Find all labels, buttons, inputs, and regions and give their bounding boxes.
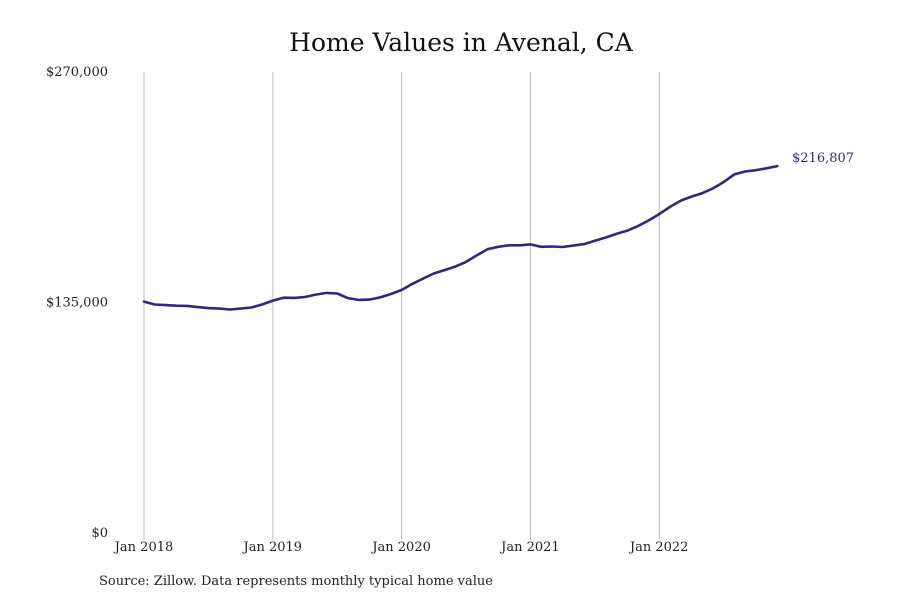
chart-title: Home Values in Avenal, CA bbox=[289, 28, 634, 57]
end-value-label: $216,807 bbox=[792, 151, 854, 166]
x-tick-label: Jan 2022 bbox=[628, 540, 689, 555]
y-tick-label: $270,000 bbox=[46, 65, 108, 80]
series-line bbox=[142, 164, 779, 311]
y-tick-label: $135,000 bbox=[46, 296, 108, 311]
x-tick-label: Jan 2018 bbox=[113, 540, 174, 555]
x-axis-ticks: Jan 2018 Jan 2019 Jan 2020 Jan 2021 Jan 2022 bbox=[113, 540, 689, 555]
y-axis-ticks: $0 $135,000 $270,000 bbox=[46, 65, 108, 541]
grid-layer bbox=[143, 72, 660, 540]
series-layer bbox=[142, 164, 779, 311]
y-tick-label: $0 bbox=[91, 526, 108, 541]
x-tick-label: Jan 2020 bbox=[370, 540, 431, 555]
x-tick-label: Jan 2021 bbox=[499, 540, 560, 555]
x-tick-label: Jan 2019 bbox=[242, 540, 303, 555]
source-note: Source: Zillow. Data represents monthly … bbox=[99, 574, 493, 589]
